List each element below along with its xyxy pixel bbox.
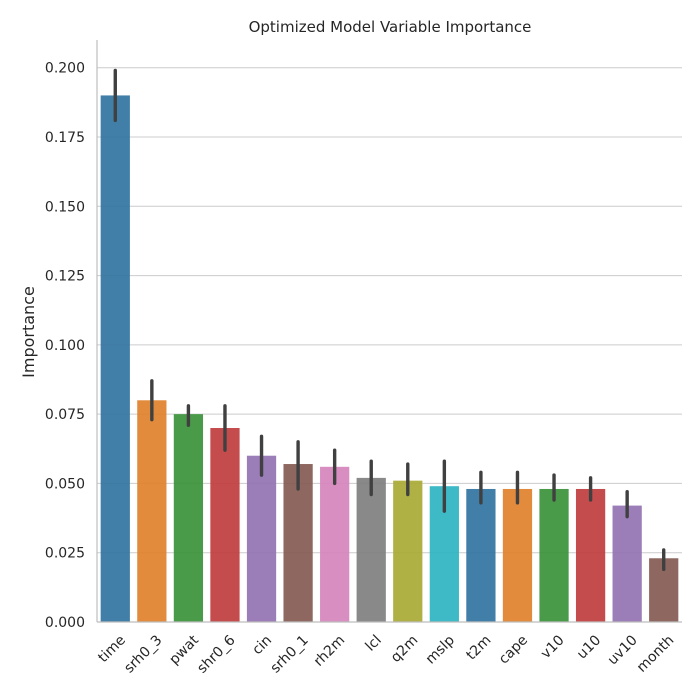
bar-v10	[539, 488, 569, 622]
bar-t2m	[466, 488, 496, 622]
bar-uv10	[612, 505, 642, 622]
x-tick-label: v10	[538, 632, 568, 662]
chart-title: Optimized Model Variable Importance	[249, 18, 532, 36]
y-axis-label: Importance	[19, 286, 38, 378]
bar-u10	[575, 488, 606, 622]
y-tick-label: 0.100	[45, 338, 85, 354]
bar-srh0_3	[137, 400, 167, 622]
y-tick-label: 0.125	[45, 269, 85, 285]
x-tick-label: rh2m	[311, 632, 348, 669]
x-tick-label: shr0_6	[194, 632, 238, 676]
bar-cape	[502, 488, 533, 622]
x-tick-label: time	[95, 632, 129, 666]
bar-cin	[246, 455, 277, 622]
x-tick-label: month	[634, 632, 677, 675]
y-tick-label: 0.200	[45, 61, 85, 77]
x-tick-label: mslp	[423, 632, 458, 667]
y-tick-label: 0.075	[45, 407, 85, 423]
bars	[100, 95, 679, 622]
bar-pwat	[173, 414, 204, 622]
x-tick-label: q2m	[388, 632, 422, 666]
x-tick-label: cin	[249, 632, 275, 658]
y-tick-label: 0.000	[45, 615, 85, 631]
bar-shr0_6	[210, 428, 240, 622]
x-tick-label: t2m	[463, 632, 494, 663]
y-tick-label: 0.175	[45, 130, 85, 146]
bar-q2m	[393, 480, 423, 622]
y-tick-label: 0.025	[45, 546, 85, 562]
bar-lcl	[356, 477, 386, 622]
x-tick-label: cape	[496, 632, 531, 667]
y-tick-label: 0.050	[45, 476, 85, 492]
error-bars	[113, 68, 666, 572]
x-tick-label: lcl	[363, 632, 385, 654]
bar-time	[100, 95, 130, 622]
y-axis-ticks: 0.000 0.025 0.050 0.075 0.100 0.125 0.150 0.175…	[45, 61, 85, 631]
y-tick-label: 0.150	[45, 199, 85, 215]
x-tick-label: srh0_3	[121, 632, 165, 676]
bar-rh2m	[320, 466, 350, 622]
x-tick-label: u10	[574, 632, 604, 662]
x-tick-label: srh0_1	[268, 632, 312, 676]
